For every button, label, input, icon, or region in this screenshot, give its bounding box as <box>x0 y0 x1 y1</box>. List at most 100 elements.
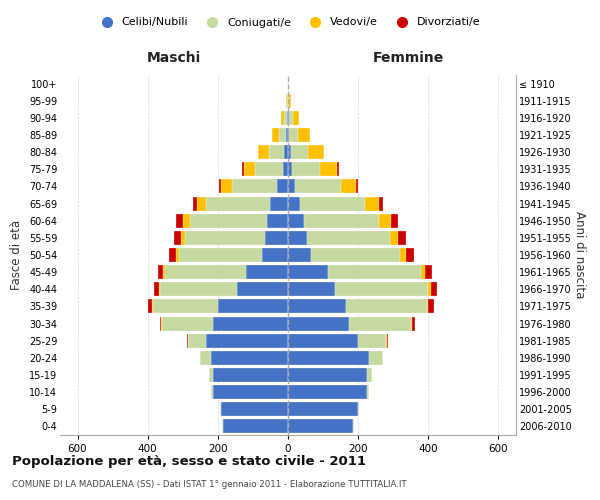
Bar <box>358 334 386 347</box>
Bar <box>427 300 428 314</box>
Y-axis label: Anni di nascita: Anni di nascita <box>572 212 586 298</box>
Bar <box>185 231 265 245</box>
Bar <box>288 334 358 347</box>
Bar <box>209 368 212 382</box>
Bar <box>184 214 190 228</box>
Text: Popolazione per età, sesso e stato civile - 2011: Popolazione per età, sesso e stato civil… <box>12 455 366 468</box>
Bar <box>176 248 179 262</box>
Bar <box>288 111 289 125</box>
Bar <box>169 248 176 262</box>
Bar <box>218 180 221 194</box>
Bar <box>197 196 206 210</box>
Bar <box>288 368 367 382</box>
Bar <box>379 214 391 228</box>
Bar <box>165 265 246 279</box>
Bar <box>421 265 425 279</box>
Text: Maschi: Maschi <box>147 51 201 65</box>
Bar <box>288 300 346 314</box>
Bar <box>258 145 269 159</box>
Bar <box>262 248 288 262</box>
Bar <box>320 162 337 176</box>
Bar <box>349 316 411 330</box>
Bar <box>288 385 367 399</box>
Bar <box>212 316 288 330</box>
Bar <box>206 196 271 210</box>
Bar <box>286 94 287 108</box>
Bar <box>160 282 237 296</box>
Bar <box>398 231 406 245</box>
Bar <box>187 334 188 347</box>
Bar <box>293 111 299 125</box>
Bar <box>181 231 185 245</box>
Bar <box>288 282 335 296</box>
Bar <box>211 385 212 399</box>
Bar <box>221 180 232 194</box>
Bar <box>288 231 307 245</box>
Bar <box>246 265 288 279</box>
Bar <box>368 351 383 365</box>
Bar <box>411 316 412 330</box>
Bar <box>289 111 293 125</box>
Bar <box>304 214 379 228</box>
Bar <box>212 368 288 382</box>
Bar <box>391 214 398 228</box>
Bar <box>232 180 277 194</box>
Bar <box>158 265 163 279</box>
Bar <box>221 402 288 416</box>
Bar <box>292 162 320 176</box>
Bar <box>307 231 390 245</box>
Bar <box>153 300 218 314</box>
Bar <box>288 420 353 434</box>
Bar <box>174 231 181 245</box>
Bar <box>265 231 288 245</box>
Bar <box>289 128 298 142</box>
Bar <box>367 368 372 382</box>
Bar <box>190 214 267 228</box>
Bar <box>288 248 311 262</box>
Bar <box>206 334 288 347</box>
Bar <box>284 111 287 125</box>
Bar <box>286 128 288 142</box>
Bar <box>288 196 300 210</box>
Bar <box>298 128 310 142</box>
Bar <box>289 94 291 108</box>
Bar <box>244 162 254 176</box>
Bar <box>406 248 414 262</box>
Bar <box>223 420 288 434</box>
Bar <box>335 282 428 296</box>
Bar <box>346 300 427 314</box>
Bar <box>328 265 421 279</box>
Bar <box>400 248 406 262</box>
Y-axis label: Fasce di età: Fasce di età <box>10 220 23 290</box>
Bar <box>428 300 434 314</box>
Bar <box>267 214 288 228</box>
Bar <box>356 180 358 194</box>
Bar <box>254 162 283 176</box>
Bar <box>288 214 304 228</box>
Bar <box>365 196 379 210</box>
Bar <box>390 231 398 245</box>
Text: COMUNE DI LA MADDALENA (SS) - Dati ISTAT 1° gennaio 2011 - Elaborazione TUTTITAL: COMUNE DI LA MADDALENA (SS) - Dati ISTAT… <box>12 480 407 489</box>
Bar <box>152 300 153 314</box>
Bar <box>269 145 284 159</box>
Bar <box>288 316 349 330</box>
Bar <box>160 316 161 330</box>
Bar <box>277 180 288 194</box>
Bar <box>337 162 339 176</box>
Bar <box>200 351 211 365</box>
Bar <box>291 145 308 159</box>
Bar <box>341 180 356 194</box>
Bar <box>288 162 292 176</box>
Bar <box>287 111 288 125</box>
Bar <box>272 128 279 142</box>
Bar <box>288 351 368 365</box>
Bar <box>300 196 365 210</box>
Bar <box>308 145 324 159</box>
Bar <box>412 316 415 330</box>
Bar <box>288 180 295 194</box>
Bar <box>279 128 286 142</box>
Bar <box>288 402 358 416</box>
Bar <box>154 282 159 296</box>
Bar <box>212 385 288 399</box>
Bar <box>288 145 291 159</box>
